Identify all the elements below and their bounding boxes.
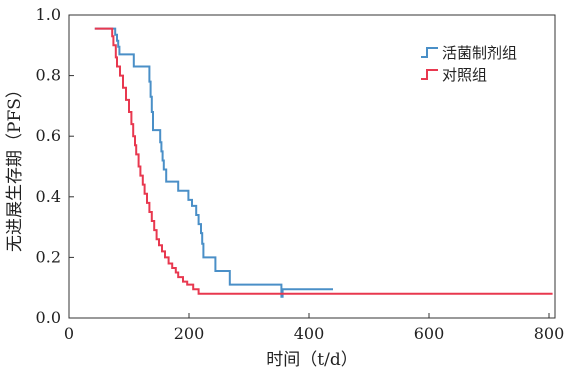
series-line-treatment: [94, 27, 333, 298]
axes: 0 200 400 600 800 0.0 0.2 0.4 0.6 0.8 1.0: [36, 5, 564, 343]
x-tick-label: 200: [174, 324, 205, 343]
x-tick-label: 400: [294, 324, 325, 343]
legend-label: 活菌制剂组: [442, 44, 517, 62]
plot-frame: [68, 14, 556, 319]
series-layer: [94, 27, 553, 298]
x-axis-label: 时间（t/d）: [266, 350, 357, 370]
y-axis-label: 无进展生存期（PFS）: [5, 81, 25, 252]
x-tick-label: 800: [534, 324, 564, 343]
y-tick-label: 1.0: [36, 5, 61, 24]
y-tick-label: 0.2: [36, 247, 61, 266]
legend-swatch: [421, 69, 438, 80]
x-tick-label: 0: [64, 324, 74, 343]
legend-label: 对照组: [442, 66, 487, 84]
series-line-control: [94, 27, 553, 295]
y-tick-label: 0.6: [36, 126, 61, 145]
legend-swatch: [421, 47, 438, 58]
x-tick-label: 600: [414, 324, 445, 343]
y-tick-label: 0.8: [36, 66, 61, 85]
y-tick-label: 0.4: [36, 187, 61, 206]
y-tick-label: 0.0: [36, 308, 61, 327]
